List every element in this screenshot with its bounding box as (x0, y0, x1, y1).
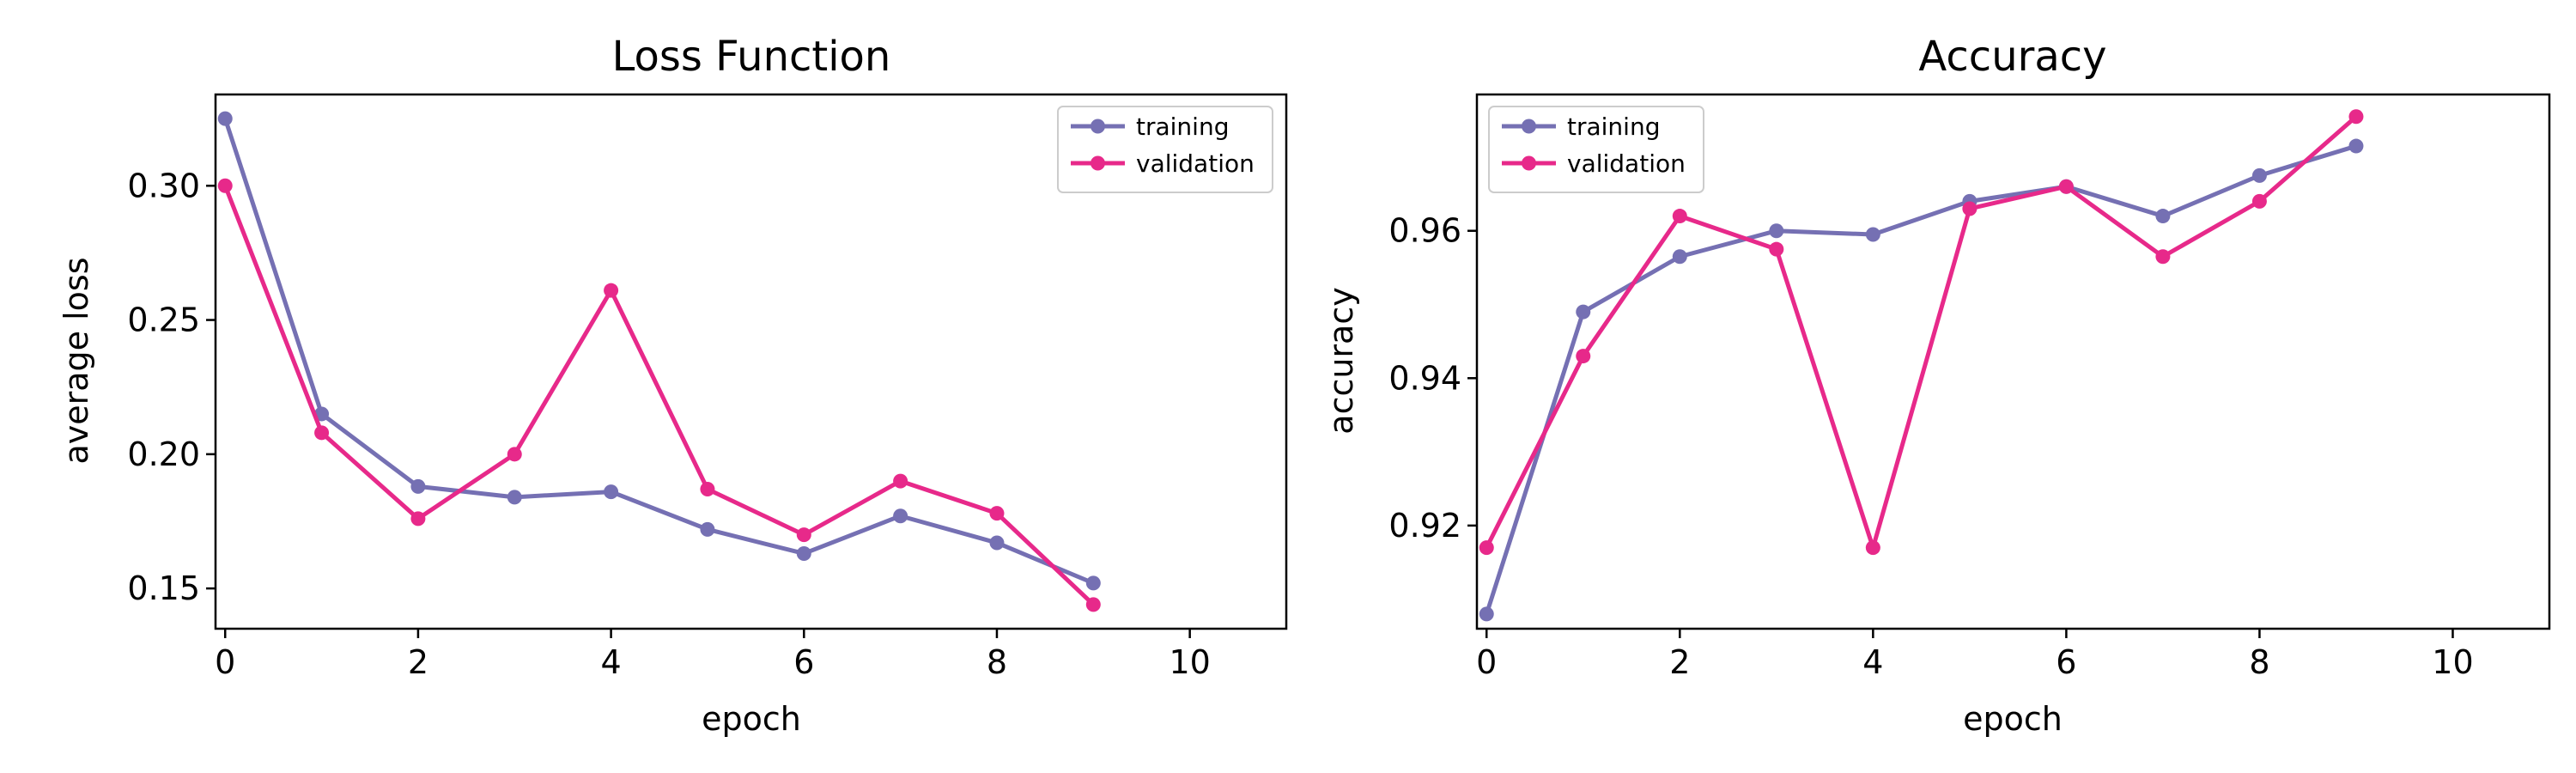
accuracy-chart-legend-validation-label: validation (1567, 149, 1686, 178)
loss-chart-x-tick-label: 6 (793, 643, 814, 681)
loss-chart-ticks: 0 2 4 6 8 10 0.15 0.20 0.25 0.30 (127, 167, 1210, 681)
loss-chart-validation-line (222, 183, 1096, 607)
accuracy-chart-x-axis-label: epoch (1963, 700, 2063, 738)
accuracy-chart-validation-point (1769, 241, 1784, 257)
loss-chart-validation-point (893, 473, 908, 489)
accuracy-chart-training-point (1865, 227, 1880, 242)
accuracy-chart-validation-point (1865, 540, 1880, 556)
accuracy-chart-y-axis-label: accuracy (1322, 287, 1360, 434)
accuracy-chart-validation-point (2251, 193, 2267, 209)
accuracy-chart-training-point (1769, 223, 1784, 239)
loss-chart-validation-point (604, 283, 619, 298)
loss-chart-x-tick-label: 10 (1169, 643, 1210, 681)
loss-chart-training-point (893, 508, 908, 524)
loss-chart-training-point (796, 545, 811, 561)
accuracy-chart-validation-point (1962, 201, 1978, 216)
accuracy-chart-axes-frame (1475, 93, 2551, 630)
loss-chart-legend-validation-label: validation (1136, 149, 1255, 178)
accuracy-chart-series (1479, 109, 2364, 622)
loss-chart-validation-point (314, 425, 330, 441)
loss-chart-validation-point (700, 481, 715, 496)
loss-chart-validation-point (507, 447, 522, 462)
loss-chart-training-point (1085, 575, 1101, 591)
loss-chart-title: Loss Function (612, 33, 891, 81)
accuracy-chart-legend-training-label: training (1567, 113, 1660, 141)
loss-chart: Loss Function epoch average loss 0 2 4 6 8 10… (58, 33, 1288, 738)
accuracy-chart-validation-point (2058, 179, 2074, 194)
accuracy-chart-training-point (2155, 209, 2171, 224)
accuracy-chart-y-tick-label: 0.92 (1388, 507, 1461, 545)
loss-chart-legend: training validation (1057, 106, 1273, 193)
accuracy-chart-x-tick-label: 2 (1669, 643, 1690, 681)
loss-chart-training-point (410, 478, 426, 494)
accuracy-chart-training-point (1576, 304, 1591, 320)
loss-chart-y-tick-label: 0.15 (127, 569, 200, 607)
accuracy-chart-legend-training-marker (1522, 119, 1536, 134)
accuracy-chart-x-tick-label: 0 (1476, 643, 1497, 681)
accuracy-chart-validation-point (2155, 249, 2171, 265)
loss-chart-validation-point (796, 527, 811, 543)
loss-chart-legend-training-label: training (1136, 113, 1229, 141)
accuracy-chart-legend: training validation (1488, 106, 1704, 193)
loss-chart-y-tick-label: 0.25 (127, 301, 200, 339)
accuracy-chart-ticks: 0 2 4 6 8 10 0.92 0.94 0.96 (1388, 212, 2473, 681)
accuracy-chart-validation-point (1576, 349, 1591, 364)
accuracy-chart-validation-point (1672, 209, 1687, 224)
accuracy-chart-validation-point (2348, 109, 2364, 125)
accuracy-chart-y-tick-label: 0.96 (1388, 212, 1461, 250)
loss-chart-x-tick-label: 4 (601, 643, 622, 681)
loss-chart-validation-point (1085, 597, 1101, 612)
loss-chart-x-axis-label: epoch (702, 700, 801, 738)
accuracy-chart-y-tick-label: 0.94 (1388, 359, 1461, 397)
accuracy-chart-training-point (1479, 606, 1494, 622)
loss-chart-training-point (700, 521, 715, 537)
accuracy-chart: Accuracy epoch accuracy 0 2 4 6 8 100.920.940… (1322, 33, 2551, 738)
accuracy-chart-validation-point (1479, 540, 1494, 556)
loss-chart-x-tick-label: 2 (408, 643, 428, 681)
loss-chart-training-point (217, 111, 233, 126)
loss-chart-training-line (222, 116, 1096, 586)
loss-chart-training-point (989, 535, 1005, 551)
accuracy-chart-x-tick-label: 6 (2056, 643, 2076, 681)
loss-chart-x-tick-label: 8 (987, 643, 1007, 681)
loss-chart-training-point (507, 490, 522, 505)
loss-chart-validation-point (410, 511, 426, 526)
accuracy-chart-x-tick-label: 8 (2249, 643, 2269, 681)
accuracy-chart-training-point (2348, 138, 2364, 154)
loss-chart-x-tick-label: 0 (215, 643, 235, 681)
loss-chart-validation-point (217, 178, 233, 193)
loss-chart-series (217, 111, 1101, 612)
loss-chart-y-tick-label: 0.20 (127, 435, 200, 473)
loss-chart-legend-validation-marker (1091, 155, 1105, 171)
accuracy-chart-x-tick-label: 10 (2432, 643, 2473, 681)
accuracy-chart-legend-validation-marker (1522, 155, 1536, 171)
loss-chart-validation-point (989, 506, 1005, 521)
accuracy-chart-x-tick-label: 4 (1862, 643, 1883, 681)
loss-chart-axes-frame (214, 93, 1288, 630)
accuracy-chart-training-point (2251, 167, 2267, 183)
loss-chart-training-point (604, 484, 619, 500)
accuracy-chart-training-point (1672, 249, 1687, 265)
loss-chart-legend-training-marker (1091, 119, 1105, 134)
loss-chart-y-tick-label: 0.30 (127, 167, 200, 204)
accuracy-chart-validation-line (1484, 114, 2359, 551)
loss-chart-y-axis-label: average loss (58, 257, 95, 464)
accuracy-chart-title: Accuracy (1918, 33, 2106, 81)
